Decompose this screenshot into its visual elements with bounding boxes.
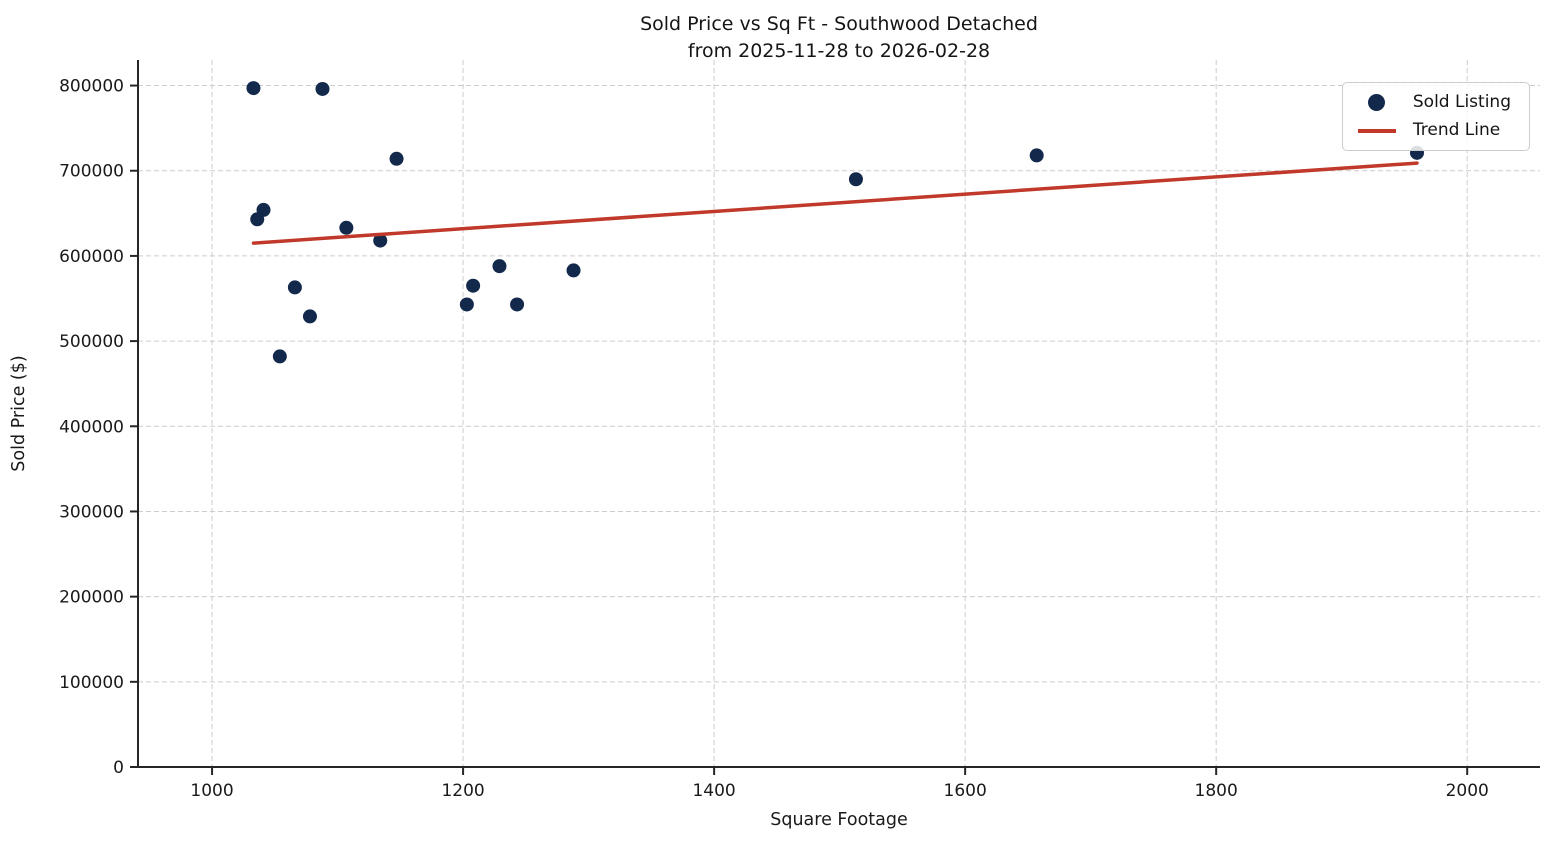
x-tick-label: 1200 xyxy=(441,781,484,801)
legend: Sold Listing Trend Line xyxy=(1341,82,1530,151)
data-point xyxy=(459,297,474,312)
data-point xyxy=(466,278,481,293)
trend-line xyxy=(251,161,1419,245)
data-point xyxy=(848,172,863,187)
x-tick-label: 2000 xyxy=(1446,781,1489,801)
x-tick-label: 1600 xyxy=(944,781,987,801)
y-tick-label: 0 xyxy=(113,758,124,778)
y-tick-label: 100000 xyxy=(59,673,124,693)
chart-title-line1: Sold Price vs Sq Ft - Southwood Detached xyxy=(640,13,1038,35)
legend-label-sold-listing: Sold Listing xyxy=(1412,92,1511,112)
trend-line-line-icon xyxy=(1357,128,1396,133)
y-tick-label: 400000 xyxy=(59,417,124,437)
data-point xyxy=(389,151,404,166)
x-tick-label: 1800 xyxy=(1195,781,1238,801)
legend-swatch xyxy=(1355,128,1399,133)
data-point xyxy=(566,263,581,278)
legend-swatch xyxy=(1355,94,1399,111)
legend-item-trend-line: Trend Line xyxy=(1355,120,1511,141)
data-point xyxy=(492,259,507,274)
y-tick-label: 500000 xyxy=(59,332,124,352)
y-tick-label: 300000 xyxy=(59,502,124,522)
data-point xyxy=(287,280,302,295)
y-tick-label: 800000 xyxy=(59,77,124,97)
data-point xyxy=(339,220,354,235)
chart-title: Sold Price vs Sq Ft - Southwood Detached… xyxy=(138,11,1540,65)
sold-listing-dot-icon xyxy=(1368,94,1386,111)
x-tick-label: 1000 xyxy=(190,781,233,801)
data-point xyxy=(1029,148,1044,163)
data-point xyxy=(246,81,261,96)
x-tick-label: 1400 xyxy=(692,781,735,801)
y-tick-label: 700000 xyxy=(59,162,124,182)
legend-item-sold-listing: Sold Listing xyxy=(1355,92,1511,113)
data-point xyxy=(315,81,330,96)
data-point xyxy=(510,297,525,312)
data-point xyxy=(272,349,287,364)
y-tick-label: 200000 xyxy=(59,588,124,608)
chart-title-line2: from 2025-11-28 to 2026-02-28 xyxy=(687,40,991,62)
x-axis-label: Square Footage xyxy=(770,810,908,830)
y-tick-label: 600000 xyxy=(59,247,124,267)
data-point xyxy=(302,309,317,324)
data-point xyxy=(373,233,388,248)
y-axis-label: Sold Price ($) xyxy=(9,355,29,471)
data-point xyxy=(256,202,271,217)
legend-label-trend-line: Trend Line xyxy=(1412,120,1501,140)
